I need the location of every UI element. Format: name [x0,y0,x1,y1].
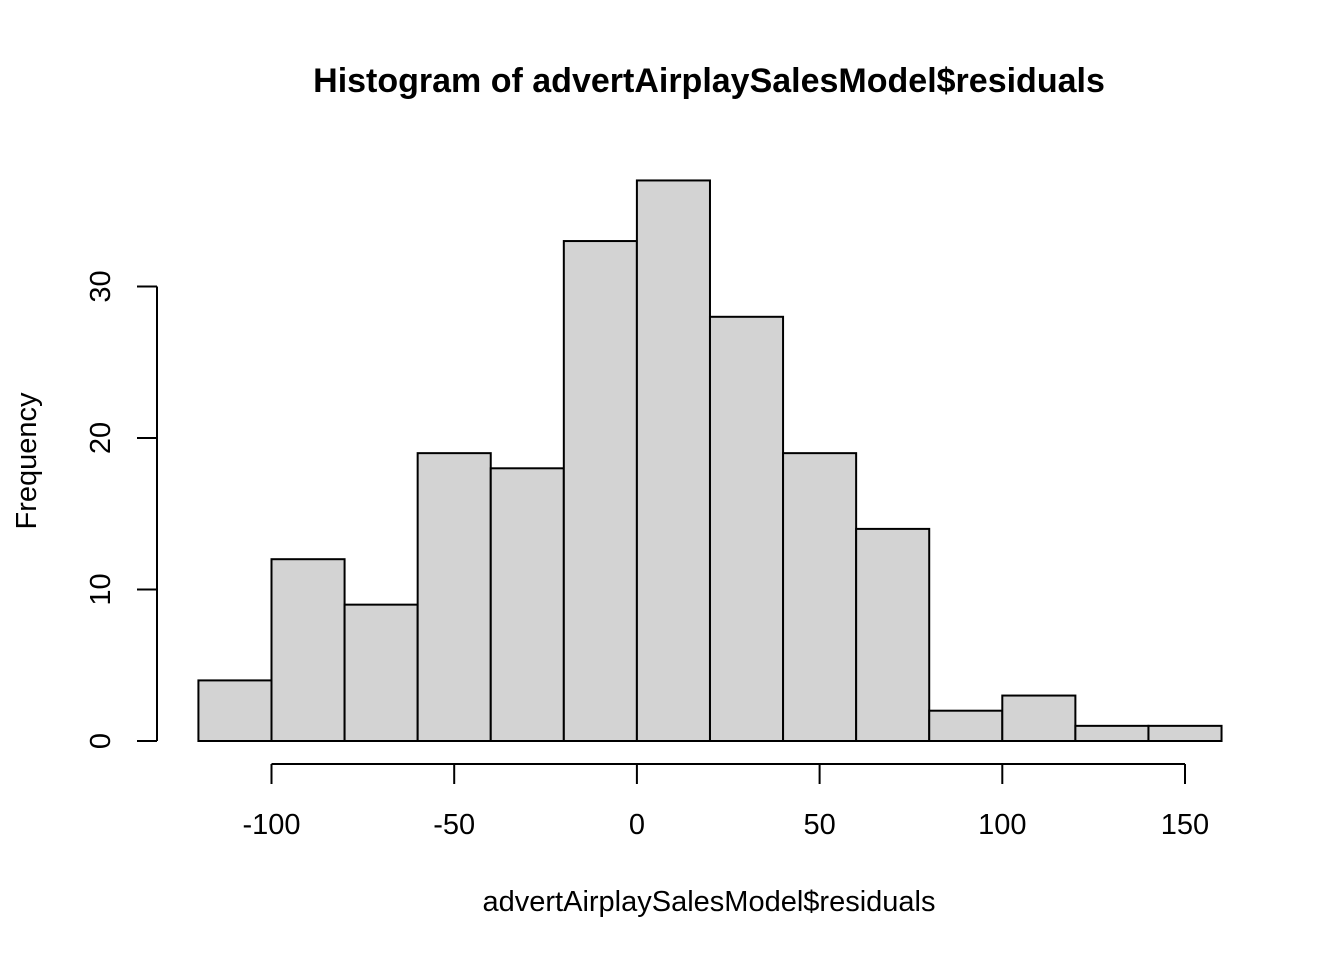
histogram-bar-10 [928,709,1004,743]
y-tick-label: 10 [85,573,117,605]
histogram-bar-6 [635,179,711,742]
x-tick-label: 50 [803,809,835,841]
y-tick-label: 0 [85,733,117,749]
histogram-bar-13 [1147,724,1223,742]
histogram-bar-8 [782,452,858,742]
histogram-bar-11 [1001,694,1077,742]
histogram-bar-5 [562,240,638,743]
x-tick-label: 100 [978,809,1026,841]
chart-title: Histogram of advertAirplaySalesModel$res… [313,62,1105,100]
histogram-bar-3 [416,452,492,742]
bars-group [197,179,1223,743]
histogram-bar-7 [708,315,785,742]
y-axis-label: Frequency [11,392,43,530]
y-tick-label: 20 [85,422,117,454]
histogram-bar-12 [1074,724,1150,742]
histogram-bar-9 [855,527,931,743]
y-axis: 0 10 20 30 [85,270,158,749]
x-tick-label: -100 [242,809,300,841]
histogram-bar-0 [197,679,273,743]
y-tick-label: 30 [85,270,117,302]
histogram-bar-1 [270,558,346,743]
histogram-bar-4 [489,467,565,742]
x-axis: -100 -50 0 50 100 150 [242,763,1209,841]
x-tick-label: 0 [629,809,645,841]
x-axis-label: advertAirplaySalesModel$residuals [483,886,936,918]
x-tick-label: -50 [433,809,475,841]
x-tick-label: 150 [1161,809,1209,841]
histogram-bar-2 [343,603,419,743]
